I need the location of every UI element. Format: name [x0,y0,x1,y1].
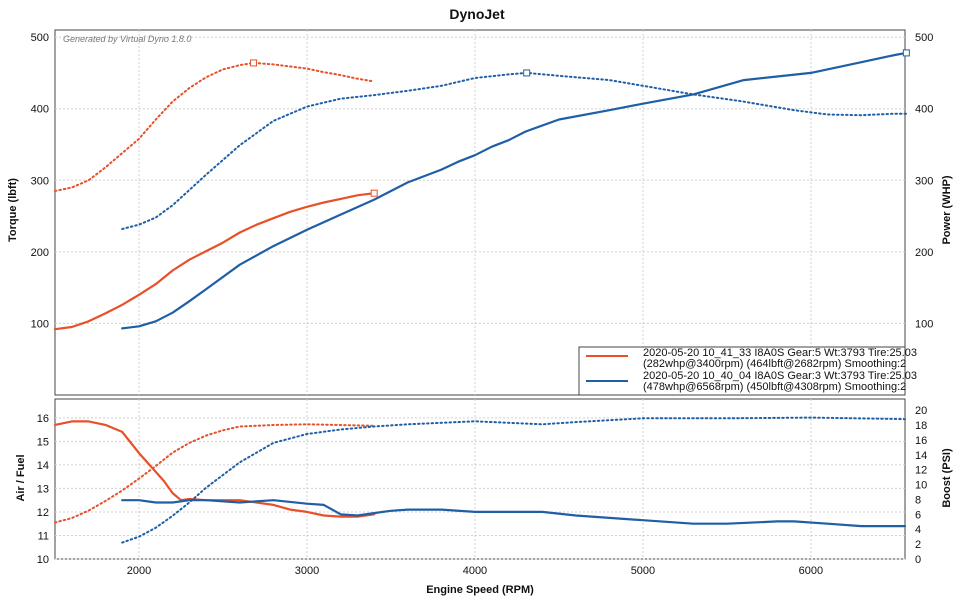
boost-tick-label: 8 [915,494,921,506]
boost-tick-label: 14 [915,450,927,462]
x-axis-label: Engine Speed (RPM) [426,584,534,596]
afr-tick-label: 16 [37,413,49,425]
afr-tick-label: 12 [37,507,49,519]
legend-box [578,346,906,396]
boost-tick-label: 18 [915,420,927,432]
top-run1-torque-peak-marker [250,59,258,67]
top-plot-area [54,29,906,396]
y-axis-label-power: Power (WHP) [941,175,953,244]
top-run1-torque-line [54,61,376,192]
legend: 2020-05-20 10_41_33 I8A0S Gear:5 Wt:3793… [578,346,917,396]
power-tick-label: 100 [915,318,933,330]
top-tick-labels: 100 200 300 400 500 100 200 300 400 500 [31,32,934,330]
y-axis-label-afr: Air / Fuel [15,454,27,501]
top-run2-power-peak-marker [902,49,910,57]
y-axis-label-boost: Boost (PSI) [941,448,953,508]
torque-tick-label: 500 [31,32,49,44]
rpm-tick-label: 5000 [631,565,655,577]
bottom-tick-labels: 2000 3000 4000 5000 6000 10 11 12 13 14 15 16 0 2 4 6 8 1… [37,405,928,577]
afr-tick-label: 14 [37,460,49,472]
legend-run2-line1: 2020-05-20 10_40_04 I8A0S Gear:3 Wt:3793… [643,370,917,382]
bottom-run1-boost-line [54,423,376,524]
rpm-tick-label: 3000 [295,565,319,577]
rpm-tick-label: 4000 [463,565,487,577]
top-run1-power-line [53,192,376,331]
legend-run2-line2: (478whp@6568rpm) (450lbft@4308rpm) Smoot… [643,381,906,393]
boost-tick-label: 4 [915,524,921,536]
power-tick-label: 500 [915,32,933,44]
boost-tick-label: 2 [915,539,921,551]
chart-title: DynoJet [449,6,505,22]
bottom-series-group [53,416,907,544]
power-tick-label: 200 [915,247,933,259]
bottom-plot-area [54,398,906,560]
boost-tick-label: 0 [915,554,921,566]
bottom-run1-afr-line [53,420,376,518]
torque-tick-label: 400 [31,104,49,116]
power-tick-label: 300 [915,175,933,187]
torque-tick-label: 200 [31,247,49,259]
boost-tick-label: 12 [915,465,927,477]
afr-tick-label: 11 [38,530,49,542]
top-run2-power-line [121,51,908,330]
torque-tick-label: 100 [31,318,49,330]
afr-tick-label: 13 [37,483,49,495]
top-run1-power-peak-marker [370,189,378,197]
rpm-tick-label: 2000 [127,565,151,577]
top-run2-torque-line [121,71,908,230]
y-axis-label-torque: Torque (lbft) [7,178,19,242]
rpm-tick-label: 6000 [799,565,823,577]
top-series-group [53,49,910,331]
afr-tick-label: 15 [37,436,49,448]
afr-tick-label: 10 [37,554,49,566]
bottom-run2-afr-line [121,499,907,528]
power-tick-label: 400 [915,104,933,116]
boost-tick-label: 20 [915,405,927,417]
legend-run1-line2: (282whp@3400rpm) (464lbft@2682rpm) Smoot… [643,358,906,370]
bottom-run2-boost-line [121,416,906,544]
top-grid [55,30,905,395]
boost-tick-label: 6 [915,509,921,521]
boost-tick-label: 16 [915,435,927,447]
torque-tick-label: 300 [31,175,49,187]
legend-run1-line1: 2020-05-20 10_41_33 I8A0S Gear:5 Wt:3793… [643,347,917,359]
watermark-text: Generated by Virtual Dyno 1.8.0 [63,34,191,44]
boost-tick-label: 10 [915,480,927,492]
top-run2-torque-peak-marker [523,69,531,77]
